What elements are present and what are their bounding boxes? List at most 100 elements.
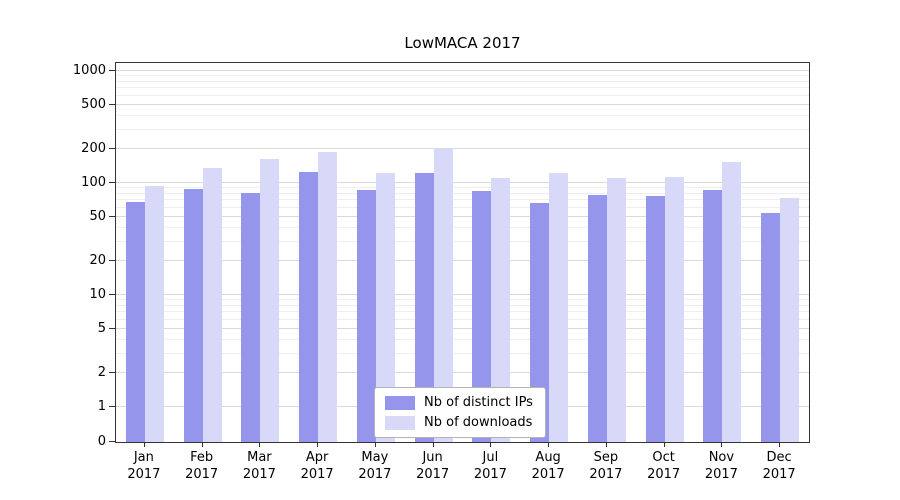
- gridline-minor: [116, 192, 809, 194]
- gridline-minor: [116, 87, 809, 89]
- x-tick-mark: [779, 443, 781, 447]
- gridline-minor: [116, 206, 809, 208]
- bar-distinct-ips-sep: [587, 195, 607, 442]
- y-tick-label: 1: [97, 399, 106, 414]
- gridline-minor: [116, 304, 809, 306]
- y-tick-mark: [109, 372, 115, 374]
- gridline-major: [116, 148, 809, 150]
- bar-downloads-jan: [144, 185, 164, 442]
- bar-downloads-mar: [260, 158, 280, 442]
- y-tick-mark: [109, 182, 115, 183]
- bar-distinct-ips-mar: [241, 192, 261, 442]
- x-tick-mark: [605, 443, 607, 447]
- bar-downloads-sep: [606, 178, 626, 442]
- gridline-minor: [116, 94, 809, 96]
- bar-distinct-ips-nov: [703, 190, 723, 442]
- x-tick-mark: [490, 443, 492, 447]
- x-tick-label: Oct 2017: [647, 450, 681, 482]
- gridline-major: [116, 182, 809, 183]
- x-tick-mark: [721, 443, 723, 447]
- bar-distinct-ips-apr: [299, 172, 319, 442]
- gridline-major: [116, 294, 809, 295]
- y-tick-label: 100: [81, 175, 106, 190]
- bar-distinct-ips-feb: [183, 189, 203, 442]
- x-tick-label: Jan 2017: [127, 450, 161, 482]
- bar-distinct-ips-jun: [414, 173, 434, 442]
- y-tick-label: 200: [81, 141, 106, 157]
- gridline-minor: [116, 318, 809, 320]
- x-tick-mark: [548, 443, 550, 447]
- gridline-major: [116, 103, 809, 105]
- gridline-minor: [116, 75, 809, 77]
- y-tick-mark: [109, 215, 115, 217]
- y-tick-label: 50: [89, 208, 106, 224]
- x-tick-label: Jun 2017: [416, 450, 450, 482]
- gridline-major: [116, 70, 809, 71]
- x-tick-mark: [259, 443, 261, 447]
- y-tick-mark: [109, 327, 115, 329]
- y-tick-label: 0: [97, 434, 106, 449]
- y-tick-mark: [109, 294, 115, 295]
- gridline-minor: [116, 80, 809, 82]
- y-tick-label: 1000: [72, 63, 106, 78]
- bar-distinct-ips-dec: [761, 212, 781, 442]
- y-tick-label: 500: [81, 96, 106, 112]
- gridline-minor: [116, 299, 809, 301]
- bar-downloads-apr: [318, 151, 338, 442]
- bar-downloads-nov: [722, 161, 742, 442]
- x-tick-label: Dec 2017: [762, 450, 796, 482]
- y-tick-label: 5: [97, 320, 106, 336]
- gridline-minor: [116, 240, 809, 242]
- legend-item-downloads: Nb of downloads: [385, 415, 533, 430]
- x-tick-label: Mar 2017: [242, 450, 276, 482]
- legend-swatch-downloads: [385, 415, 415, 430]
- x-tick-mark: [201, 443, 203, 447]
- bar-distinct-ips-jan: [125, 201, 145, 442]
- x-tick-mark: [143, 443, 145, 447]
- bar-downloads-aug: [549, 173, 569, 442]
- gridline-minor: [116, 226, 809, 228]
- legend-label-distinct-ips: Nb of distinct IPs: [424, 395, 533, 410]
- x-tick-label: Jul 2017: [473, 450, 507, 482]
- y-tick-label: 2: [97, 365, 106, 381]
- gridline-major: [116, 260, 809, 262]
- bar-downloads-jun: [433, 148, 453, 442]
- gridline-minor: [116, 114, 809, 116]
- legend-swatch-distinct-ips: [385, 395, 415, 410]
- bar-downloads-jul: [491, 177, 511, 442]
- gridline-major: [116, 215, 809, 217]
- y-tick-mark: [109, 148, 115, 150]
- y-tick-mark: [109, 260, 115, 262]
- bar-downloads-feb: [202, 168, 222, 442]
- gridline-minor: [116, 352, 809, 354]
- x-tick-mark: [374, 443, 376, 447]
- bar-distinct-ips-oct: [645, 196, 665, 442]
- y-tick-mark: [109, 441, 115, 442]
- x-tick-label: Nov 2017: [704, 450, 738, 482]
- y-tick-label: 10: [89, 287, 106, 302]
- bar-downloads-may: [375, 173, 395, 442]
- gridline-minor: [116, 128, 809, 130]
- bar-downloads-oct: [664, 176, 684, 442]
- x-tick-label: Sep 2017: [589, 450, 623, 482]
- bar-downloads-dec: [780, 197, 800, 442]
- bar-distinct-ips-may: [356, 190, 376, 442]
- x-tick-mark: [432, 443, 434, 447]
- x-tick-mark: [317, 443, 319, 447]
- legend-item-distinct-ips: Nb of distinct IPs: [385, 395, 533, 410]
- gridline-major: [116, 372, 809, 374]
- y-tick-label: 20: [89, 253, 106, 269]
- x-tick-mark: [663, 443, 665, 447]
- legend-label-downloads: Nb of downloads: [424, 415, 533, 430]
- gridline-minor: [116, 338, 809, 340]
- gridline-major: [116, 327, 809, 329]
- y-tick-mark: [109, 406, 115, 407]
- chart-title: LowMACA 2017: [404, 34, 521, 52]
- plot-area: Nb of distinct IPs Nb of downloads: [115, 62, 810, 443]
- x-tick-label: Feb 2017: [185, 450, 219, 482]
- bar-distinct-ips-jul: [472, 191, 492, 442]
- gridline-minor: [116, 187, 809, 189]
- gridline-minor: [116, 199, 809, 201]
- x-tick-label: May 2017: [358, 450, 392, 482]
